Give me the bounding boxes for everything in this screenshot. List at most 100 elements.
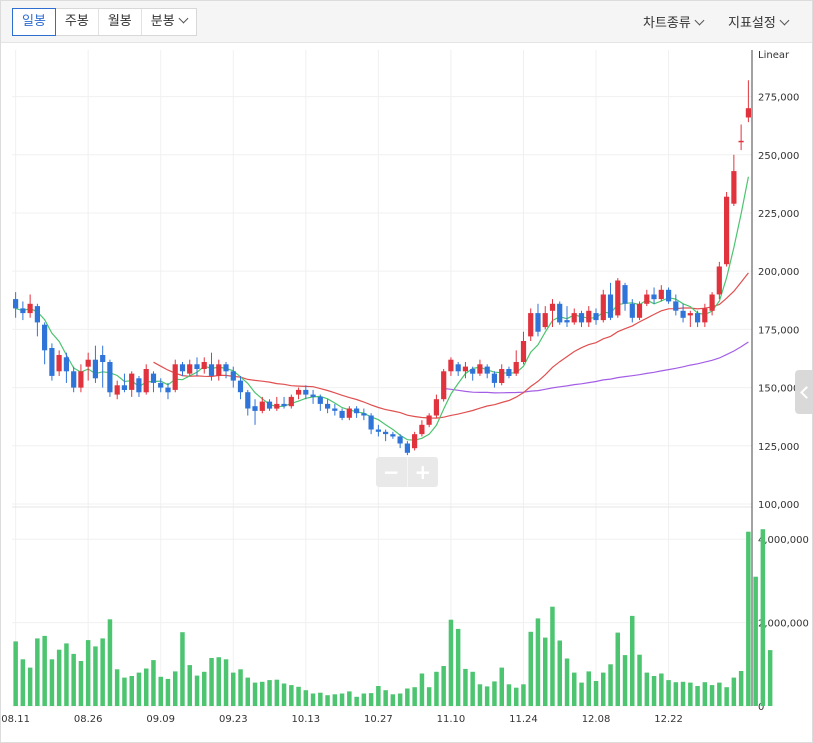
candle-body bbox=[716, 266, 722, 295]
candle-body bbox=[172, 364, 178, 390]
volume-bar bbox=[390, 694, 396, 706]
volume-bar bbox=[463, 668, 468, 706]
period-minute-dropdown[interactable]: 분봉 bbox=[142, 9, 196, 35]
volume-bar bbox=[383, 690, 388, 706]
volume-bar bbox=[238, 669, 243, 706]
candle-body bbox=[564, 320, 570, 323]
period-monthly-button[interactable]: 월봉 bbox=[99, 9, 142, 35]
chart-type-label: 차트종류 bbox=[643, 16, 691, 31]
volume-bar bbox=[100, 638, 105, 706]
candle-body bbox=[361, 413, 367, 416]
candle-body bbox=[252, 406, 258, 411]
volume-bar bbox=[260, 681, 265, 706]
period-weekly-button[interactable]: 주봉 bbox=[56, 9, 99, 35]
candle-body bbox=[383, 431, 389, 435]
candle-body bbox=[433, 399, 439, 416]
candle-body bbox=[477, 364, 483, 374]
candle-body bbox=[520, 341, 527, 362]
volume-bar bbox=[448, 619, 454, 706]
y-tick-label: 125,000 bbox=[758, 442, 799, 453]
candle-body bbox=[266, 401, 273, 409]
candle-body bbox=[622, 285, 628, 304]
volume-bar bbox=[397, 693, 403, 706]
volume-bar bbox=[318, 692, 323, 706]
chart-type-dropdown[interactable]: 차트종류 bbox=[643, 12, 705, 31]
candle-body bbox=[63, 357, 69, 372]
candle-body bbox=[607, 294, 614, 318]
candle-body bbox=[92, 359, 98, 379]
x-tick-label: 11.24 bbox=[509, 714, 538, 725]
volume-bar bbox=[332, 694, 338, 706]
candle-body bbox=[557, 303, 563, 323]
candle-body bbox=[528, 313, 534, 337]
zoom-in-button[interactable]: + bbox=[414, 460, 432, 484]
volume-bar bbox=[223, 659, 229, 706]
volume-bar bbox=[412, 687, 417, 706]
volume-bar bbox=[564, 658, 570, 706]
volume-bar bbox=[361, 693, 367, 706]
volume-bar bbox=[354, 696, 359, 706]
candle-body bbox=[724, 196, 730, 265]
volume-bar bbox=[231, 672, 236, 706]
candle-body bbox=[731, 171, 737, 204]
volume-bar bbox=[93, 646, 98, 706]
candle-body bbox=[230, 371, 236, 381]
volume-bar bbox=[71, 653, 76, 706]
volume-tick-label: 4,000,000 bbox=[758, 535, 809, 546]
volume-bar bbox=[760, 529, 766, 706]
zoom-out-button[interactable]: − bbox=[376, 457, 408, 487]
volume-bar bbox=[477, 684, 483, 706]
volume-bar bbox=[289, 685, 294, 706]
candle-body bbox=[158, 382, 164, 388]
volume-bar bbox=[122, 677, 127, 706]
candle-body bbox=[470, 369, 476, 374]
y-tick-label: 250,000 bbox=[758, 151, 799, 162]
candle-body bbox=[397, 436, 403, 444]
scale-label: Linear bbox=[758, 50, 790, 61]
candle-body bbox=[274, 403, 280, 409]
volume-bar bbox=[615, 632, 620, 706]
chart-toolbar: 일봉 주봉 월봉 분봉 차트종류 지표설정 bbox=[1, 1, 812, 43]
volume-bar bbox=[659, 673, 664, 706]
volume-bar bbox=[572, 672, 577, 706]
volume-bar bbox=[441, 666, 446, 706]
volume-bar bbox=[85, 640, 91, 706]
side-panel-toggle[interactable] bbox=[795, 370, 813, 414]
volume-bar bbox=[144, 668, 149, 706]
volume-bar bbox=[543, 637, 548, 706]
candle-body bbox=[310, 394, 316, 397]
candle-body bbox=[484, 366, 490, 374]
volume-bar bbox=[499, 667, 504, 706]
volume-bar bbox=[695, 686, 700, 706]
candle-body bbox=[42, 324, 48, 351]
candle-body bbox=[129, 373, 135, 390]
candle-body bbox=[745, 108, 751, 118]
volume-bar bbox=[767, 650, 773, 706]
candle-body bbox=[150, 373, 157, 383]
candle-body bbox=[194, 364, 200, 369]
indicator-settings-dropdown[interactable]: 지표설정 bbox=[728, 12, 790, 31]
volume-bar bbox=[78, 661, 84, 706]
volume-bar bbox=[622, 655, 628, 706]
candle-body bbox=[136, 378, 142, 393]
candle-body bbox=[499, 369, 505, 383]
y-tick-label: 150,000 bbox=[758, 384, 799, 395]
y-tick-label: 275,000 bbox=[758, 93, 799, 104]
volume-bar bbox=[724, 687, 729, 706]
period-daily-button[interactable]: 일봉 bbox=[12, 8, 56, 36]
candle-body bbox=[426, 415, 432, 425]
volume-bar bbox=[27, 667, 33, 706]
volume-bar bbox=[528, 631, 533, 706]
y-tick-label: 100,000 bbox=[758, 500, 799, 511]
volume-bar bbox=[187, 665, 192, 706]
volume-bar bbox=[151, 660, 156, 706]
volume-bar bbox=[216, 657, 221, 706]
volume-bar bbox=[165, 678, 171, 706]
candle-body bbox=[71, 371, 77, 388]
volume-bar bbox=[651, 676, 657, 706]
volume-bar bbox=[709, 685, 715, 706]
candle-body bbox=[208, 364, 215, 376]
candle-body bbox=[346, 408, 352, 418]
candle-body bbox=[281, 403, 287, 407]
